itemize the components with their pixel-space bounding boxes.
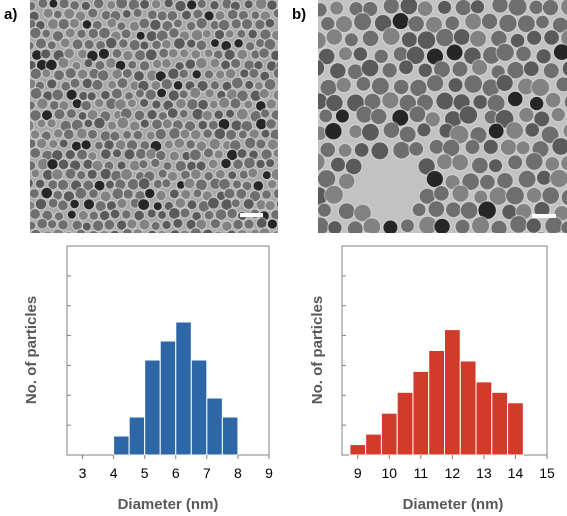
histogram-b: 9 10 11 12 13 14 15 Diameter (nm) No. of parti… [309,245,555,513]
histogram-bar-a-7 [221,416,239,456]
x-tick-label-a-4: 7 [203,465,211,481]
histogram-bar-a-2 [144,359,161,456]
x-axis-label-a: Diameter (nm) [118,496,219,513]
panel-label-a: a) [4,6,18,23]
x-tick-label-b-6: 15 [539,465,555,481]
histogram-bar-a-3 [159,340,177,456]
scale-bar-a [240,213,263,217]
x-tick-label-b-4: 13 [476,465,492,481]
x-tick-label-a-3: 6 [172,465,180,481]
panel-label-b: b) [292,6,307,23]
x-tick-label-b-5: 14 [508,465,524,481]
x-tick-label-a-2: 5 [141,465,149,481]
histogram-bar-b-8 [475,381,493,456]
x-tick-label-a-0: 3 [79,465,87,481]
histogram-bar-b-2 [380,412,398,456]
histogram-bar-b-1 [365,433,382,456]
x-tick-label-b-1: 10 [382,465,398,481]
histogram-bar-a-1 [128,416,146,456]
x-tick-label-a-1: 4 [110,465,118,481]
x-tick-label-b-3: 12 [445,465,461,481]
scale-bar-b [532,214,556,218]
histogram-bar-b-6 [444,329,461,456]
y-axis-label-b: No. of particles [309,296,326,404]
histogram-bar-b-4 [412,370,430,456]
x-tick-label-b-2: 11 [414,465,429,481]
x-tick-label-a-6: 9 [265,465,273,481]
histogram-bar-a-4 [175,321,192,456]
histogram-a: 3 4 5 6 7 8 9 Diameter (nm) No. of particles [23,245,273,513]
histogram-bar-b-10 [507,402,524,456]
y-axis-label-a: No. of particles [23,296,40,404]
tem-micrograph-a [30,0,278,233]
tem-micrograph-b [318,0,567,233]
histogram-bar-b-7 [459,360,477,456]
x-axis-label-b: Diameter (nm) [403,496,504,513]
histogram-bar-a-5 [190,359,208,456]
histogram-bar-a-6 [206,397,223,456]
histogram-bar-b-5 [428,350,446,456]
x-tick-label-a-5: 8 [234,465,242,481]
x-tick-label-b-0: 9 [354,465,362,481]
histogram-bar-b-0 [349,444,367,456]
histogram-bar-b-3 [396,391,414,456]
histogram-bar-a-0 [113,435,130,456]
histogram-bar-b-9 [491,391,509,456]
